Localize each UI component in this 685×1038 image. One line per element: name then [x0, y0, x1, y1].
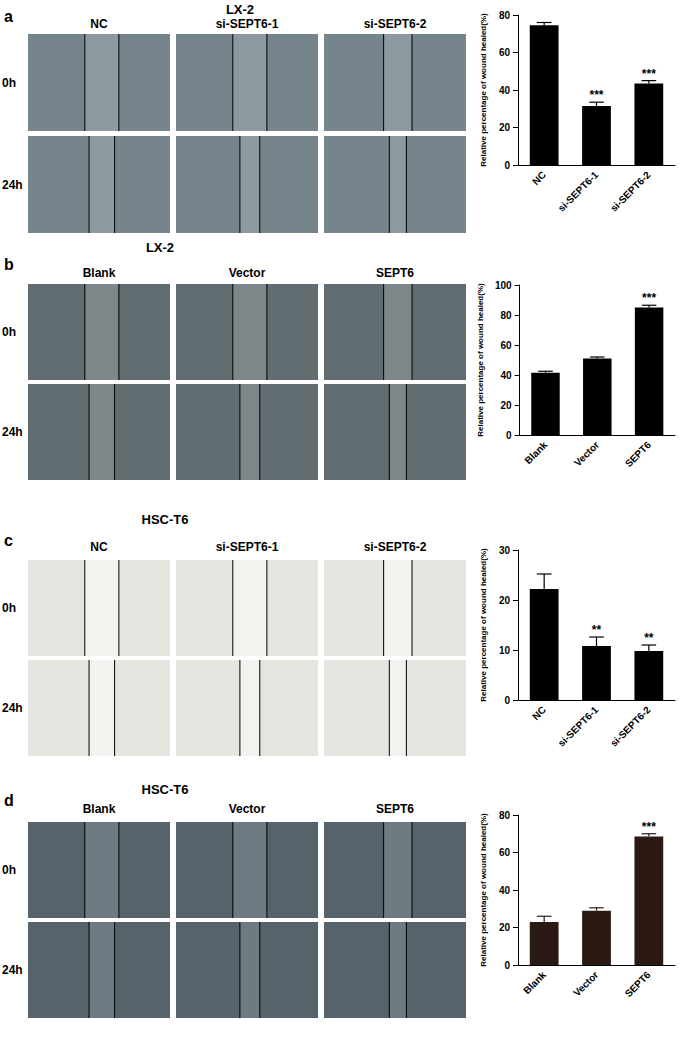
svg-text:Relative percentage of wound h: Relative percentage of wound healed(%) — [479, 813, 488, 967]
svg-text:24h: 24h — [2, 425, 23, 439]
svg-text:a: a — [4, 8, 13, 25]
svg-text:24h: 24h — [2, 701, 23, 715]
svg-text:**: ** — [592, 623, 602, 637]
svg-text:si-SEPT6-2: si-SEPT6-2 — [608, 704, 653, 749]
svg-text:0h: 0h — [2, 76, 16, 90]
svg-text:LX-2: LX-2 — [226, 2, 254, 17]
svg-text:SEPT6: SEPT6 — [376, 802, 414, 816]
svg-text:SEPT6: SEPT6 — [623, 439, 653, 469]
svg-text:d: d — [4, 792, 14, 809]
svg-text:b: b — [4, 256, 14, 273]
svg-text:0h: 0h — [2, 601, 16, 615]
svg-text:si-SEPT6-2: si-SEPT6-2 — [608, 169, 653, 214]
svg-text:60: 60 — [499, 47, 511, 58]
svg-text:Blank: Blank — [521, 969, 548, 996]
svg-text:Relative percentage of wound h: Relative percentage of wound healed(%) — [476, 283, 485, 437]
svg-text:***: *** — [642, 820, 656, 834]
svg-text:***: *** — [642, 291, 656, 305]
svg-text:c: c — [4, 532, 13, 549]
svg-text:Blank: Blank — [83, 266, 116, 280]
svg-text:0: 0 — [504, 695, 510, 706]
svg-text:Blank: Blank — [83, 802, 116, 816]
svg-text:20: 20 — [499, 122, 511, 133]
svg-text:20: 20 — [499, 595, 511, 606]
svg-text:20: 20 — [499, 922, 511, 933]
svg-text:Vector: Vector — [229, 266, 266, 280]
svg-text:Vector: Vector — [572, 439, 601, 468]
svg-text:HSC-T6: HSC-T6 — [142, 782, 189, 797]
svg-text:Relative percentage of wound h: Relative percentage of wound healed(%) — [479, 13, 488, 167]
svg-text:HSC-T6: HSC-T6 — [142, 512, 189, 527]
svg-text:SEPT6: SEPT6 — [376, 266, 414, 280]
svg-text:si-SEPT6-2: si-SEPT6-2 — [364, 540, 427, 554]
svg-text:SEPT6: SEPT6 — [623, 969, 653, 999]
svg-text:60: 60 — [499, 847, 511, 858]
svg-text:Vector: Vector — [229, 802, 266, 816]
svg-text:80: 80 — [500, 310, 512, 321]
svg-text:100: 100 — [495, 280, 512, 291]
svg-text:si-SEPT6-2: si-SEPT6-2 — [364, 17, 427, 31]
svg-text:si-SEPT6-1: si-SEPT6-1 — [556, 704, 601, 749]
svg-text:24h: 24h — [2, 178, 23, 192]
svg-text:20: 20 — [500, 400, 512, 411]
svg-text:10: 10 — [499, 645, 511, 656]
svg-text:0h: 0h — [2, 325, 16, 339]
svg-text:40: 40 — [500, 370, 512, 381]
svg-text:si-SEPT6-1: si-SEPT6-1 — [556, 169, 601, 214]
svg-text:0: 0 — [504, 160, 510, 171]
svg-text:Relative percentage of wound h: Relative percentage of wound healed(%) — [479, 548, 488, 702]
svg-text:0: 0 — [506, 430, 512, 441]
svg-text:40: 40 — [499, 885, 511, 896]
svg-text:NC: NC — [530, 704, 548, 722]
svg-text:***: *** — [589, 88, 603, 102]
svg-text:24h: 24h — [2, 963, 23, 977]
svg-text:40: 40 — [499, 85, 511, 96]
svg-text:si-SEPT6-1: si-SEPT6-1 — [216, 17, 279, 31]
svg-text:NC: NC — [530, 169, 548, 187]
svg-text:NC: NC — [90, 17, 108, 31]
svg-text:Blank: Blank — [522, 439, 549, 466]
svg-text:**: ** — [644, 631, 654, 645]
svg-text:80: 80 — [499, 810, 511, 821]
svg-text:si-SEPT6-1: si-SEPT6-1 — [216, 540, 279, 554]
svg-text:Vector: Vector — [571, 969, 600, 998]
svg-text:30: 30 — [499, 545, 511, 556]
svg-text:***: *** — [642, 67, 656, 81]
svg-text:60: 60 — [500, 340, 512, 351]
svg-text:NC: NC — [90, 540, 108, 554]
svg-text:LX-2: LX-2 — [146, 240, 174, 255]
svg-text:0: 0 — [504, 960, 510, 971]
svg-text:0h: 0h — [2, 863, 16, 877]
svg-text:80: 80 — [499, 10, 511, 21]
